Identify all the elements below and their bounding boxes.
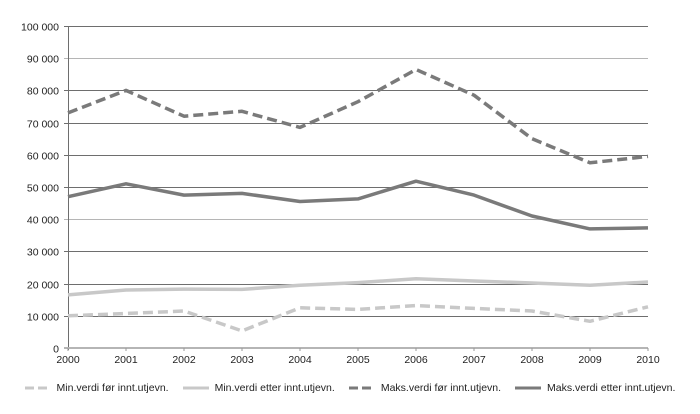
y-tick-label: 20 000 (27, 280, 59, 292)
legend-label: Maks.verdi etter innt.utjevn. (547, 382, 676, 394)
y-tick-label: 40 000 (27, 215, 59, 227)
solid-dark-line-icon (515, 386, 542, 390)
x-tick-label: 2008 (520, 354, 544, 366)
x-tick-label: 2006 (404, 354, 428, 366)
y-axis: 0 10 000 20 000 30 000 40 000 50 000 60 000 70 … (21, 22, 69, 356)
legend: Min.verdi før innt.utjevn. Min.verdi ett… (0, 378, 700, 398)
legend-label: Min.verdi etter innt.utjevn. (214, 382, 335, 394)
x-tick-label: 2002 (172, 354, 196, 366)
y-tick-label: 10 000 (27, 312, 59, 324)
y-tick-label: 30 000 (27, 247, 59, 259)
legend-item-max-after: Maks.verdi etter innt.utjevn. (515, 382, 675, 394)
x-tick-label: 2001 (114, 354, 138, 366)
y-tick-label: 70 000 (27, 119, 59, 131)
x-tick-label: 2009 (578, 354, 602, 366)
y-tick-label: 50 000 (27, 183, 59, 195)
y-tick-label: 0 (53, 344, 59, 356)
legend-item-min-after: Min.verdi etter innt.utjevn. (182, 382, 335, 394)
legend-item-max-before: Maks.verdi før innt.utjevn. (348, 382, 502, 394)
solid-light-line-icon (182, 386, 209, 390)
line-chart: 0 10 000 20 000 30 000 40 000 50 000 60 000 70 … (21, 22, 660, 367)
gridlines (64, 26, 648, 317)
dashed-light-line-icon (24, 386, 51, 390)
data-series (67, 67, 649, 333)
x-tick-label: 2010 (636, 354, 660, 366)
y-tick-label: 80 000 (27, 86, 59, 98)
series-line-1 (67, 277, 649, 297)
dashed-dark-line-icon (348, 386, 375, 390)
series-line-0 (67, 303, 649, 333)
series-line-3 (67, 179, 649, 231)
y-tick-label: 90 000 (27, 54, 59, 66)
x-tick-label: 2000 (56, 354, 80, 366)
x-tick-label: 2003 (230, 354, 254, 366)
x-axis: 2000 2001 2002 2003 2004 2005 2006 2007 2008 2009… (56, 347, 660, 366)
legend-label: Min.verdi før innt.utjevn. (56, 382, 169, 394)
x-tick-label: 2007 (462, 354, 486, 366)
series-line-2 (67, 67, 649, 165)
legend-label: Maks.verdi før innt.utjevn. (380, 382, 502, 394)
y-tick-label: 100 000 (21, 22, 59, 34)
x-tick-label: 2004 (288, 354, 312, 366)
legend-item-min-before: Min.verdi før innt.utjevn. (24, 382, 169, 394)
y-tick-label: 60 000 (27, 151, 59, 163)
x-tick-label: 2005 (346, 354, 370, 366)
